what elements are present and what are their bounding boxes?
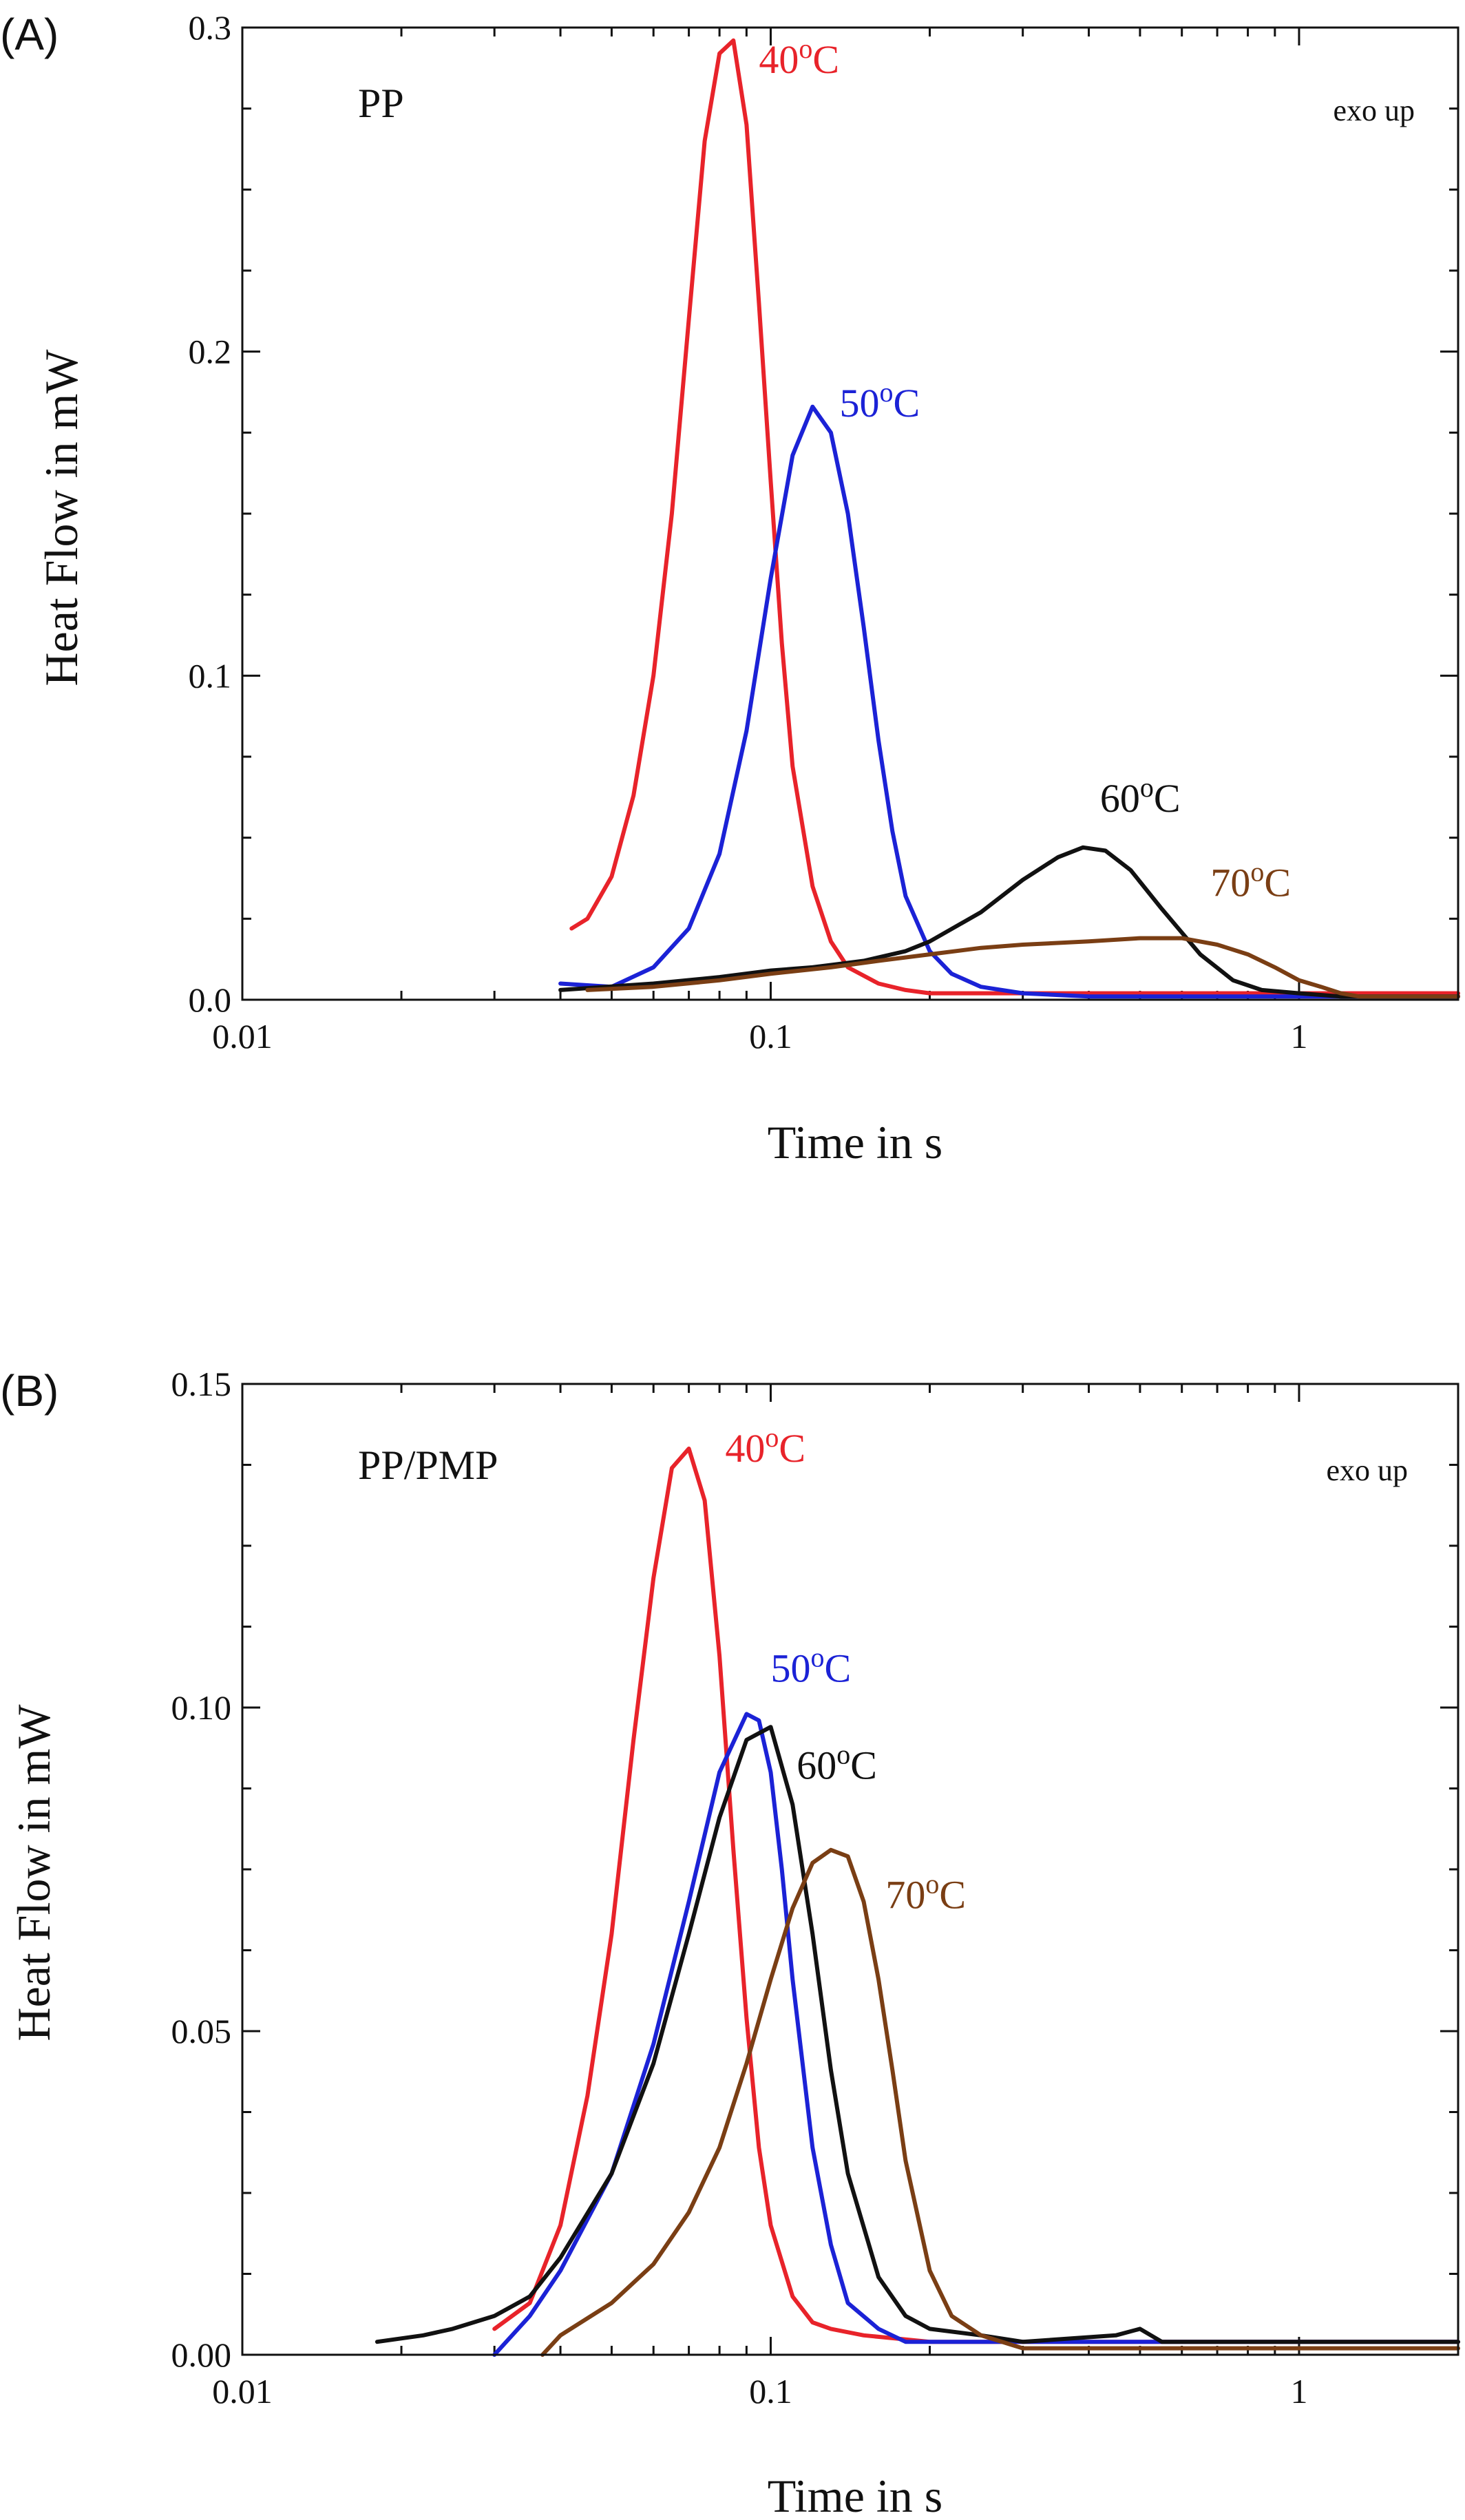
- x-tick-label: 0.1: [749, 2372, 792, 2411]
- plot-frame: [241, 26, 1459, 1001]
- series-lines: [375, 1447, 1460, 2357]
- x-axis-label: Time in s: [768, 2470, 942, 2520]
- x-tick-label: 0.01: [212, 1017, 273, 1056]
- panel-label: (A): [0, 10, 59, 59]
- y-tick-label: 0.3: [189, 8, 232, 47]
- y-tick-label: 0.05: [171, 2012, 232, 2050]
- series-label-70C: 70oC: [885, 1868, 966, 1917]
- series-line-60C: [558, 845, 1460, 999]
- series-line-50C: [492, 1712, 1460, 2357]
- series-line-40C: [492, 1447, 1460, 2344]
- x-tick-label: 0.01: [212, 2372, 273, 2411]
- y-tick-label: 0.00: [171, 2335, 232, 2374]
- series-label-50C: 50oC: [770, 1641, 851, 1690]
- panel-a: (A) PP exo up Time in s Heat Flow in mW …: [0, 8, 1460, 1168]
- x-tick-label: 1: [1290, 1017, 1307, 1056]
- series-line-70C: [585, 936, 1460, 999]
- x-axis-label: Time in s: [768, 1116, 942, 1168]
- y-tick-label: 0.2: [189, 333, 232, 371]
- plot-frame: [241, 1383, 1459, 2356]
- series-line-60C: [375, 1725, 1460, 2344]
- series-label-60C: 60oC: [797, 1739, 877, 1787]
- y-tick-label: 0.0: [189, 980, 232, 1019]
- series-label-40C: 40oC: [725, 1422, 805, 1471]
- x-tick-label: 1: [1290, 2372, 1307, 2411]
- y-axis-label: Heat Flow in mW: [8, 1704, 60, 2041]
- series-labels: 40oC 50oC 60oC 70oC: [725, 1422, 966, 1918]
- series-line-40C: [569, 38, 1460, 996]
- series-labels: 40oC 50oC 60oC 70oC: [759, 33, 1291, 905]
- series-label-40C: 40oC: [759, 33, 839, 82]
- series-lines: [558, 38, 1460, 999]
- panel-b: (B) PP/PMP exo up Time in s Heat Flow in…: [0, 1365, 1460, 2520]
- y-axis-label: Heat Flow in mW: [35, 349, 87, 686]
- y-tick-label: 0.1: [189, 656, 232, 695]
- exo-up-note: exo up: [1333, 94, 1415, 127]
- series-line-70C: [540, 1847, 1460, 2357]
- series-label-60C: 60oC: [1100, 772, 1181, 821]
- x-tick-label: 0.1: [749, 1017, 792, 1056]
- sample-label: PP: [358, 81, 404, 126]
- series-label-50C: 50oC: [840, 377, 920, 426]
- series-label-70C: 70oC: [1210, 856, 1291, 905]
- y-tick-label: 0.15: [171, 1365, 232, 1403]
- sample-label: PP/PMP: [358, 1442, 498, 1488]
- y-ticks: 0.00 0.05 0.10 0.15: [171, 1365, 1458, 2374]
- panel-label: (B): [0, 1366, 59, 1416]
- series-line-50C: [558, 404, 1460, 999]
- y-tick-label: 0.10: [171, 1688, 232, 1727]
- exo-up-note: exo up: [1326, 1453, 1408, 1487]
